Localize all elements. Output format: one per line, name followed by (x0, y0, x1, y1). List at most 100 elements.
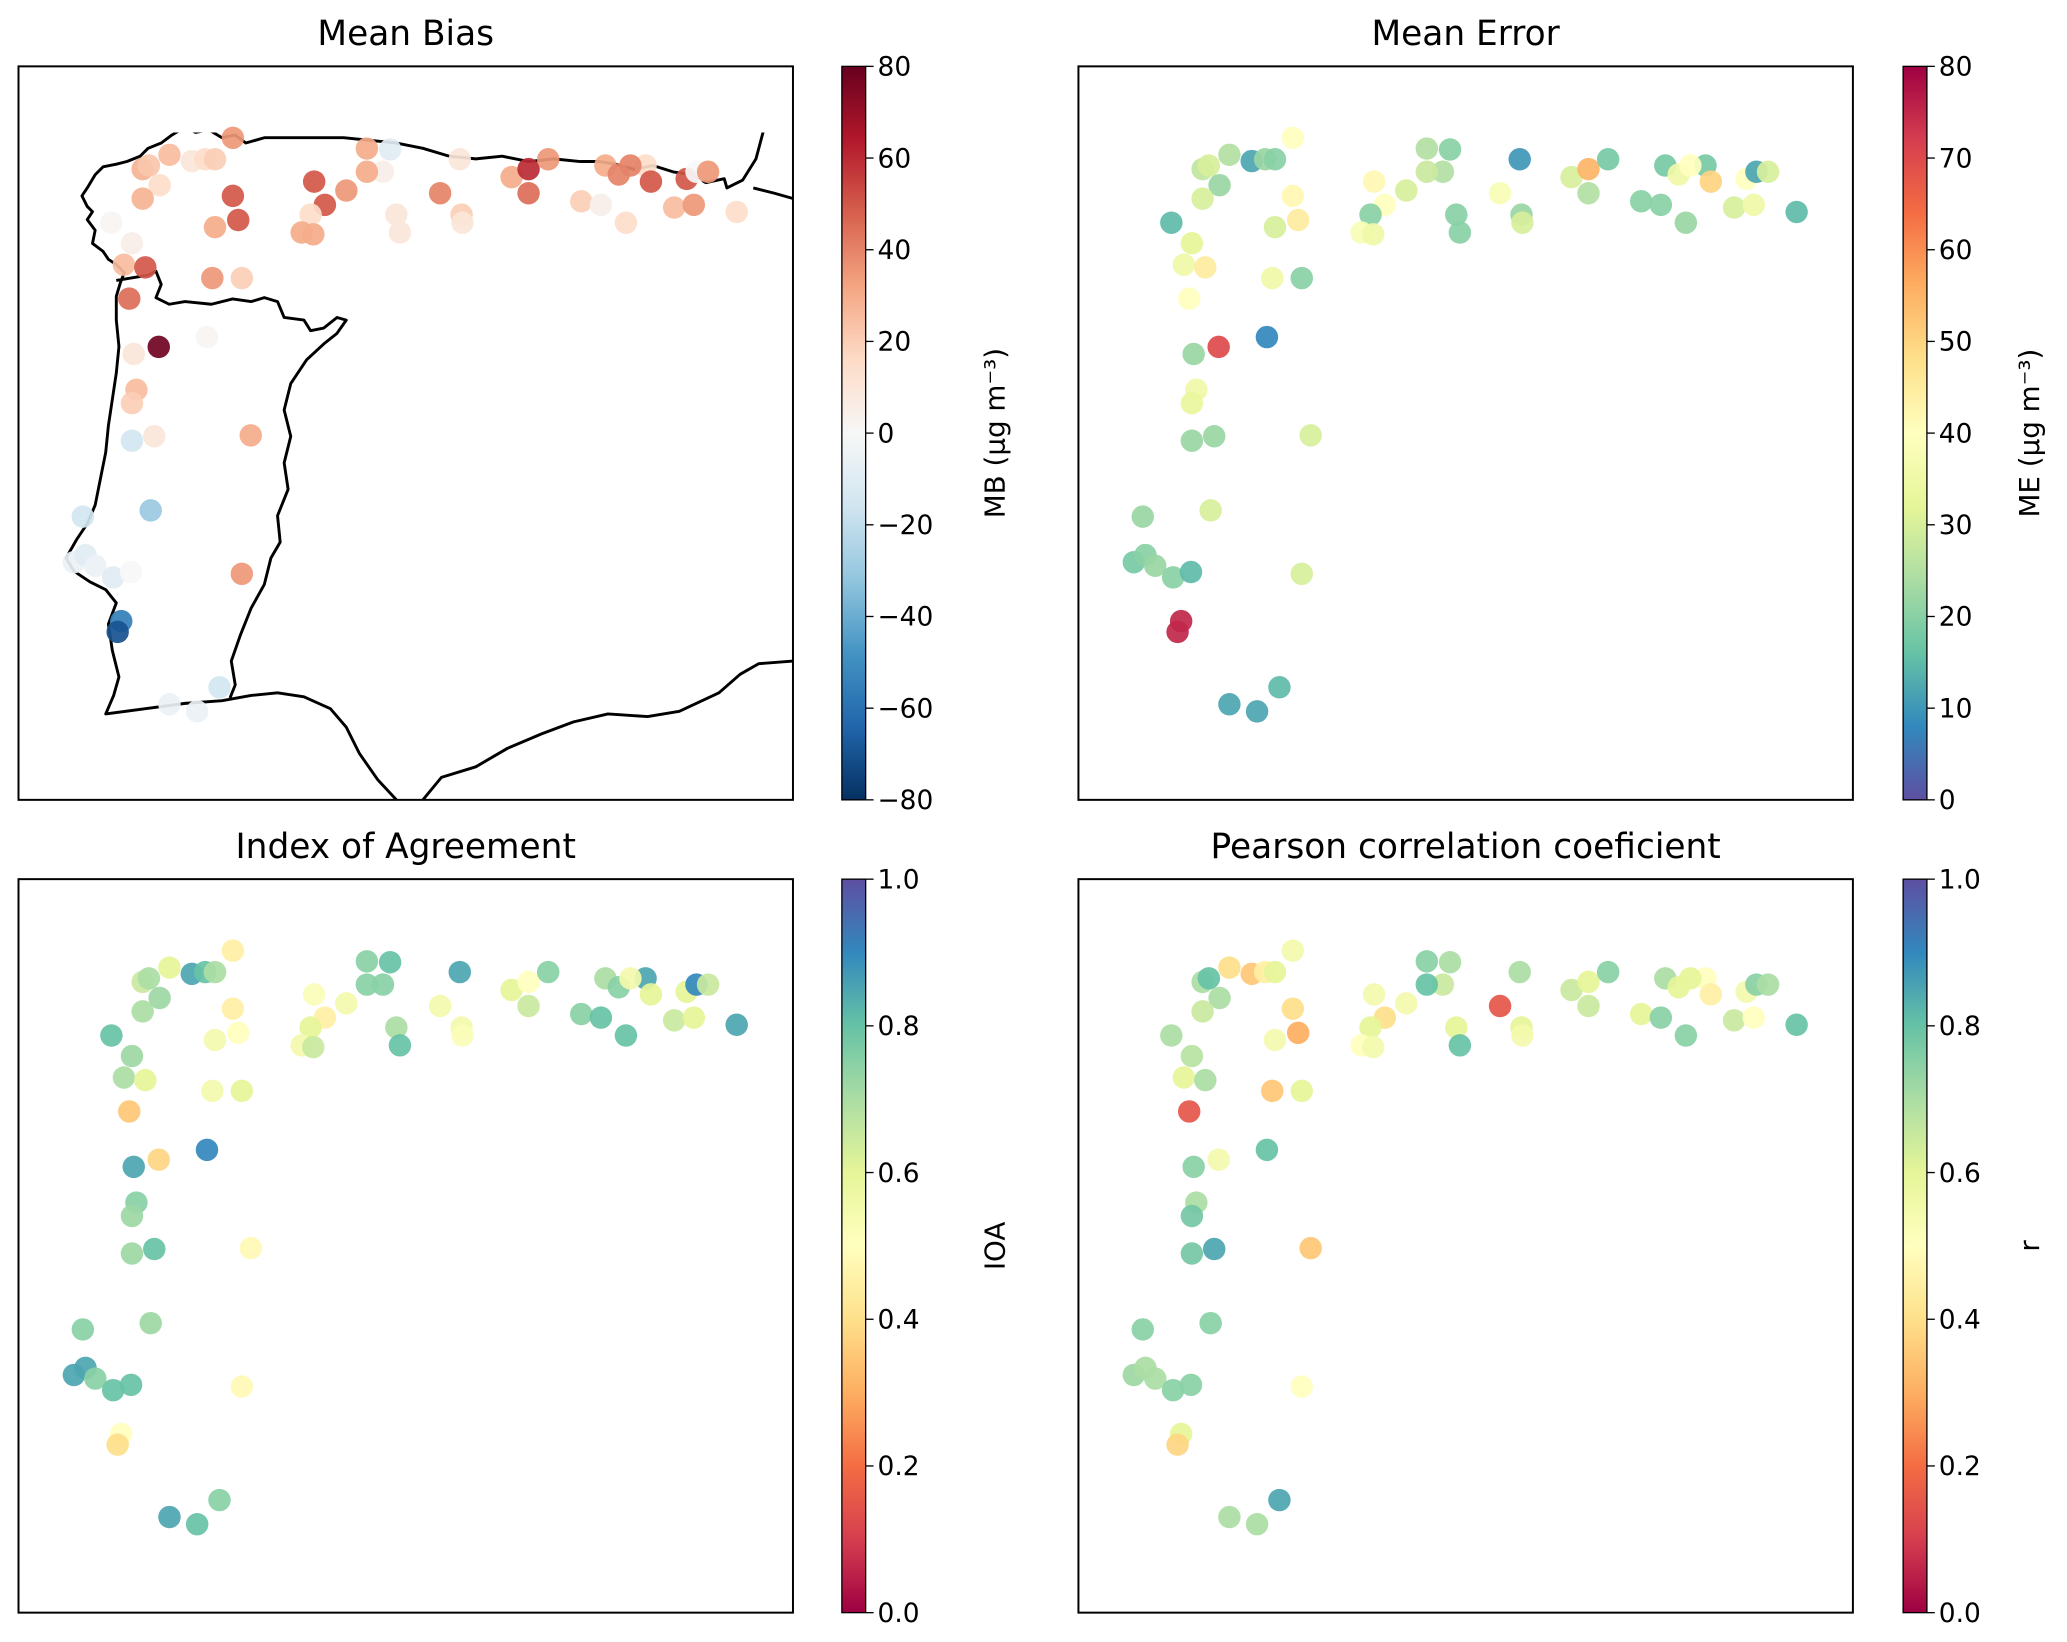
station-point-53 (428, 181, 452, 205)
station-point-56 (500, 165, 523, 189)
station-point-67 (619, 967, 642, 990)
station-point-51 (1448, 1034, 1472, 1057)
station-point-36 (1395, 992, 1418, 1015)
station-point-50 (1445, 1016, 1468, 1039)
station-point-36 (335, 179, 358, 202)
panel-title: Pearson correlation coeficient (1211, 827, 1721, 867)
station-point-59 (1596, 148, 1620, 171)
station-point-60 (1629, 190, 1653, 213)
colorbar-gradient (1902, 878, 1928, 1614)
station-point-52 (1508, 960, 1531, 984)
colorbar-tick-label: 0 (878, 418, 895, 449)
station-point-28 (1179, 1373, 1203, 1397)
station-point-32 (158, 1505, 181, 1529)
colorbar-tick-label: −40 (878, 602, 934, 633)
station-point-47 (1438, 951, 1462, 974)
station-point-72 (682, 1006, 706, 1029)
station-point-45 (1290, 266, 1313, 290)
station-point-22 (1131, 1318, 1154, 1341)
station-point-53 (1488, 181, 1512, 205)
station-point-58 (1577, 994, 1600, 1018)
station-point-48 (371, 160, 395, 184)
station-point-66 (1699, 983, 1723, 1006)
station-point-20 (1202, 1237, 1226, 1261)
station-point-41 (1281, 184, 1305, 208)
station-point-28 (1179, 560, 1203, 584)
station-point-29 (1290, 1375, 1313, 1398)
colorbar-tick-label: 10 (1939, 693, 1973, 724)
station-point-35 (1362, 983, 1386, 1006)
station-point-59 (1596, 960, 1620, 984)
station-point-10 (120, 1044, 144, 1068)
station-point-28 (119, 560, 143, 584)
colorbar-tick-label: 0.0 (1939, 1598, 1981, 1629)
station-point-38 (1359, 1016, 1382, 1039)
station-point-47 (1438, 138, 1462, 161)
station-point-1 (158, 956, 181, 979)
colorbar-r: 1.0 0.8 0.6 0.4 0.2 0.0 r (1902, 864, 2046, 1629)
station-point-72 (1742, 193, 1765, 217)
station-point-64 (614, 211, 638, 234)
colorbar-tick-label: 20 (1939, 602, 1973, 633)
station-point-27 (1161, 566, 1185, 589)
station-point-15 (147, 335, 170, 359)
colorbar-gradient (841, 65, 867, 801)
station-point-44 (201, 266, 224, 290)
station-point-40 (1361, 1035, 1385, 1059)
station-point-45 (230, 1079, 254, 1103)
station-point-6 (203, 960, 227, 984)
station-point-15 (1207, 1148, 1230, 1171)
station-point-60 (570, 1002, 593, 1026)
station-point-10 (120, 232, 144, 255)
station-points (1122, 939, 1808, 1536)
station-point-45 (1290, 1079, 1313, 1103)
station-point-9 (100, 211, 123, 234)
colorbar-label: ME (μg m⁻³) (2013, 349, 2046, 518)
station-point-7 (148, 173, 171, 197)
station-point-48 (371, 973, 395, 996)
station-point-49 (355, 160, 379, 184)
station-point-72 (682, 193, 706, 217)
station-point-64 (1674, 1024, 1698, 1047)
station-point-23 (1199, 499, 1222, 522)
station-point-49 (355, 973, 379, 996)
station-point-8 (131, 1000, 154, 1023)
station-point-27 (1161, 1378, 1185, 1402)
station-point-8 (1191, 1000, 1214, 1023)
colorbar-tick-label: 20 (878, 327, 912, 358)
station-point-26 (84, 1367, 107, 1390)
station-point-67 (1679, 154, 1702, 177)
station-point-56 (1560, 165, 1583, 189)
map-panel-ioa: Index of Agreement 1.0 0.8 0.6 0.4 0.2 0.0 IOA (17, 827, 1011, 1629)
station-point-8 (131, 187, 154, 210)
station-point-40 (1361, 223, 1385, 246)
station-point-52 (448, 960, 472, 984)
station-point-41 (221, 997, 245, 1020)
station-point-22 (1131, 505, 1154, 528)
station-point-57 (517, 157, 540, 181)
station-point-6 (203, 148, 227, 171)
colorbar-gradient (841, 878, 867, 1614)
colorbar-tick-label: 0.0 (878, 1598, 920, 1629)
station-point-19 (120, 429, 144, 452)
map-frame (1077, 878, 1854, 1614)
colorbar-tick-label: 70 (1939, 143, 1973, 174)
colorbar-ioa: 1.0 0.8 0.6 0.4 0.2 0.0 IOA (841, 864, 1011, 1629)
station-point-0 (1281, 126, 1305, 150)
colorbar-tick-label: 0.8 (878, 1011, 920, 1042)
station-point-28 (119, 1373, 143, 1397)
station-point-23 (1199, 1311, 1222, 1335)
station-point-33 (1245, 700, 1269, 723)
colorbar-tick-label: −20 (878, 510, 934, 541)
station-point-71 (1722, 196, 1746, 219)
station-point-41 (1281, 997, 1305, 1020)
station-point-50 (385, 203, 408, 226)
station-point-27 (101, 1378, 125, 1402)
station-point-70 (696, 160, 720, 184)
station-point-18 (1180, 1204, 1204, 1228)
station-point-21 (239, 1236, 262, 1260)
station-point-23 (139, 1311, 162, 1335)
station-point-60 (1629, 1002, 1653, 1026)
station-point-33 (1245, 1512, 1269, 1536)
coastline (64, 132, 794, 801)
